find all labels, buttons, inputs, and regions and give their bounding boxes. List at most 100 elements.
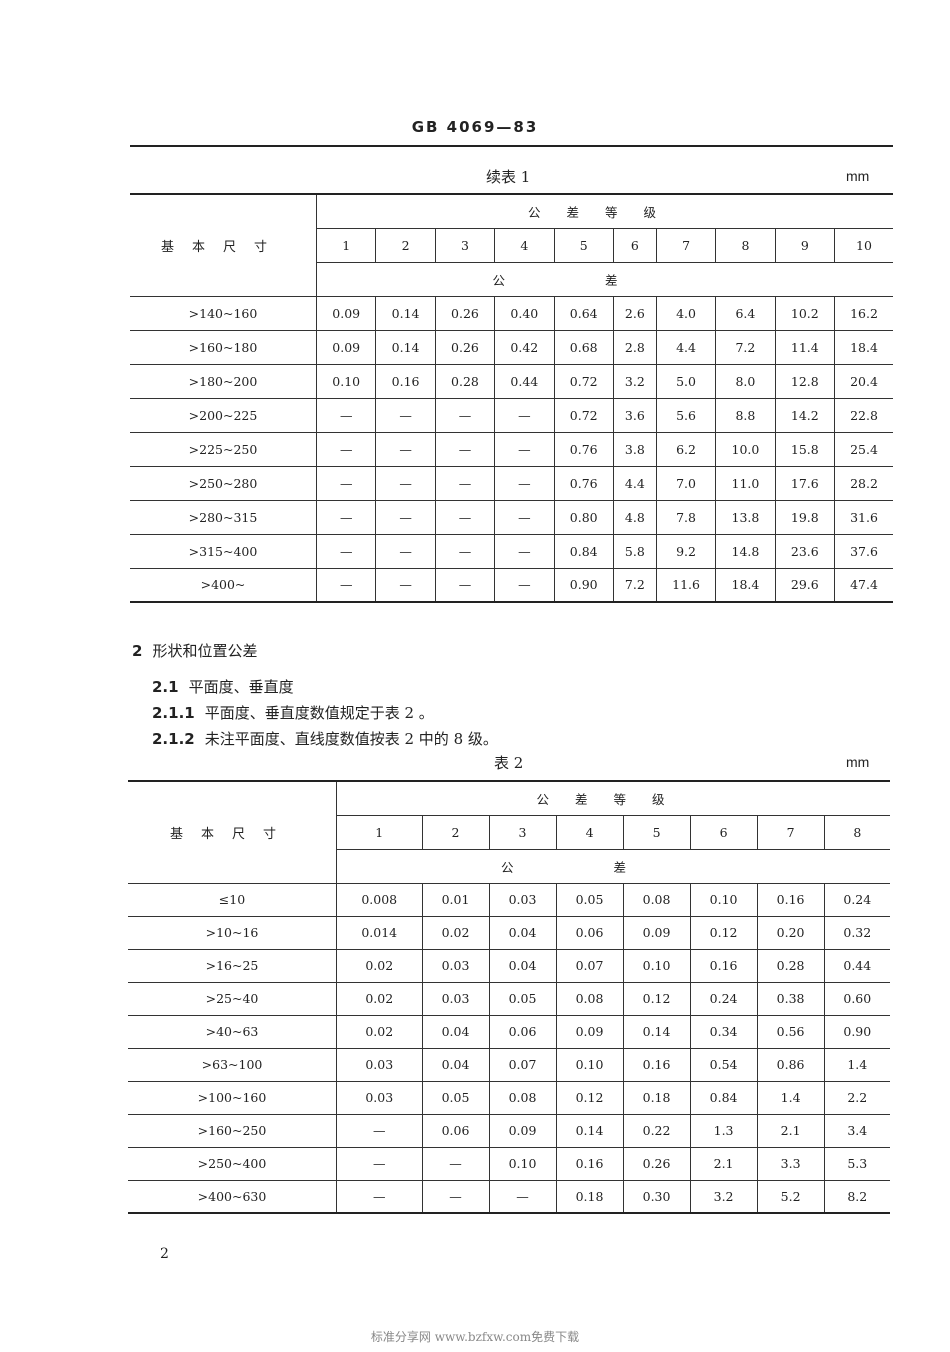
tolerance-value: 0.84 bbox=[689, 1080, 758, 1115]
tolerance-value: — bbox=[494, 533, 555, 569]
grade-number: 5 bbox=[622, 814, 691, 850]
tolerance-value: 3.8 bbox=[612, 431, 657, 467]
size-range-cell: >160~180 bbox=[130, 329, 317, 365]
tolerance-value: 3.2 bbox=[612, 363, 657, 399]
grade-number: 10 bbox=[834, 227, 893, 263]
tolerance-value: 0.24 bbox=[823, 882, 890, 917]
tolerance-value: 5.8 bbox=[612, 533, 657, 569]
tolerance-value: — bbox=[315, 533, 377, 569]
standard-header: GB 4069—83 bbox=[411, 118, 539, 136]
size-range-cell: >25~40 bbox=[128, 981, 337, 1016]
tolerance-value: 0.14 bbox=[375, 295, 436, 331]
table-row: >160~250—0.06 0.09 0.14 0.22 1.3 2.1 3.4 bbox=[128, 1113, 890, 1148]
tolerance-value: — bbox=[315, 499, 377, 535]
tolerance-value: 12.8 bbox=[774, 363, 836, 399]
tolerance-value: 0.26 bbox=[622, 1146, 691, 1181]
tolerance-value: 0.09 bbox=[622, 915, 691, 950]
tolerance-value: 2.6 bbox=[612, 295, 657, 331]
size-range-cell: >280~315 bbox=[130, 499, 317, 535]
tolerance-value: 0.76 bbox=[553, 431, 614, 467]
row-header-label: 基本尺寸 bbox=[160, 239, 285, 255]
tolerance-value: — bbox=[315, 431, 377, 467]
tolerance-value: 0.20 bbox=[756, 915, 825, 950]
tolerance-value: 0.04 bbox=[488, 948, 557, 983]
tolerance-value: — bbox=[421, 1179, 490, 1214]
tolerance-value: 2.1 bbox=[756, 1113, 825, 1148]
tolerance-value: 0.03 bbox=[421, 981, 490, 1016]
tolerance-value: 0.26 bbox=[434, 329, 496, 365]
section-text: 平面度、垂直度数值规定于表 2 。 bbox=[204, 704, 434, 722]
tolerance-value: 7.0 bbox=[655, 465, 717, 501]
tolerance-value: 0.64 bbox=[553, 295, 614, 331]
tolerance-value: 28.2 bbox=[834, 465, 893, 501]
tolerance-value: — bbox=[434, 465, 496, 501]
tolerance-value: 0.08 bbox=[488, 1080, 557, 1115]
tolerance-value: 5.6 bbox=[655, 397, 717, 433]
tolerance-value: 18.4 bbox=[715, 567, 776, 603]
tolerance-value: 0.04 bbox=[421, 1047, 490, 1082]
header-row-tolerance: 公差 bbox=[128, 848, 890, 884]
tolerance-value: 3.4 bbox=[823, 1113, 890, 1148]
size-range-cell: >10~16 bbox=[128, 915, 337, 950]
tolerance-value: 0.10 bbox=[555, 1047, 624, 1082]
tolerance-label: 公差 bbox=[500, 859, 726, 875]
tolerance-value: 0.86 bbox=[756, 1047, 825, 1082]
tolerance-value: 0.12 bbox=[622, 981, 691, 1016]
tolerance-value: — bbox=[494, 397, 555, 433]
table-row: >250~400— —0.10 0.16 0.26 2.1 3.3 5.3 bbox=[128, 1146, 890, 1181]
grade-number: 7 bbox=[655, 227, 717, 263]
tolerance-value: 0.02 bbox=[336, 1014, 423, 1049]
table-row: >250~280— — — —0.76 4.4 7.0 11.0 17.6 28.2 bbox=[130, 465, 893, 501]
tolerance-value: 29.6 bbox=[774, 567, 836, 603]
tolerance-value: 0.54 bbox=[689, 1047, 758, 1082]
grade-number: 3 bbox=[434, 227, 496, 263]
table-row: >315~400— — — —0.84 5.8 9.2 14.8 23.6 37.6 bbox=[130, 533, 893, 569]
table-row: >10~16 0.014 0.02 0.04 0.06 0.09 0.12 0.20 0.32 bbox=[128, 915, 890, 950]
tolerance-value: 0.26 bbox=[434, 295, 496, 331]
size-range-cell: >250~280 bbox=[130, 465, 317, 501]
tolerance-value: 4.4 bbox=[612, 465, 657, 501]
tolerance-value: 0.07 bbox=[555, 948, 624, 983]
grade-number: 9 bbox=[774, 227, 836, 263]
tolerance-value: 0.14 bbox=[375, 329, 436, 365]
tolerance-value: — bbox=[336, 1146, 423, 1181]
tolerance-value: 0.28 bbox=[434, 363, 496, 399]
tolerance-value: 0.09 bbox=[555, 1014, 624, 1049]
table-row: >16~25 0.02 0.03 0.04 0.07 0.10 0.16 0.28 0.44 bbox=[128, 948, 890, 983]
section-2-heading: 2 形状和位置公差 bbox=[132, 640, 257, 661]
tolerance-value: 7.2 bbox=[715, 329, 776, 365]
tolerance-value: 14.8 bbox=[715, 533, 776, 569]
size-range-cell: >100~160 bbox=[128, 1080, 337, 1115]
footer-watermark: 标准分享网 www.bzfxw.com免费下载 bbox=[370, 1330, 580, 1344]
section-number: 2 bbox=[132, 642, 143, 660]
tolerance-value: 11.4 bbox=[774, 329, 836, 365]
tolerance-value: 0.008 bbox=[336, 882, 423, 917]
table-row: >225~250— — — —0.76 3.8 6.2 10.0 15.8 25.4 bbox=[130, 431, 893, 467]
section-text: 平面度、垂直度 bbox=[188, 678, 294, 696]
size-range-cell: >400~630 bbox=[128, 1179, 337, 1214]
tolerance-value: 19.8 bbox=[774, 499, 836, 535]
table1-caption: 续表 1 bbox=[486, 168, 531, 186]
tolerance-value: 0.08 bbox=[555, 981, 624, 1016]
tolerance-value: 0.42 bbox=[494, 329, 555, 365]
tolerance-value: 13.8 bbox=[715, 499, 776, 535]
tolerance-value: 2.8 bbox=[612, 329, 657, 365]
tolerance-value: — bbox=[434, 499, 496, 535]
tolerance-value: — bbox=[494, 431, 555, 467]
grade-header: 公差等级 bbox=[316, 193, 893, 229]
grade-header: 公差等级 bbox=[336, 780, 890, 816]
tolerance-value: 0.16 bbox=[375, 363, 436, 399]
tolerance-value: — bbox=[434, 431, 496, 467]
tolerance-value: — bbox=[336, 1179, 423, 1214]
tolerance-value: 1.4 bbox=[823, 1047, 890, 1082]
table-row: >160~180 0.09 0.14 0.26 0.42 0.68 2.8 4.4 7.2 11.… bbox=[130, 329, 893, 365]
grade-number: 6 bbox=[689, 814, 758, 850]
tolerance-value: 16.2 bbox=[834, 295, 893, 331]
tolerance-value: 0.30 bbox=[622, 1179, 691, 1214]
tolerance-value: 0.22 bbox=[622, 1113, 691, 1148]
tolerance-value: 3.6 bbox=[612, 397, 657, 433]
tolerance-header: 公差 bbox=[316, 261, 893, 297]
tolerance-value: 1.4 bbox=[756, 1080, 825, 1115]
header-row-grade: 基本尺寸 公差等级 bbox=[128, 780, 890, 884]
grade-number: 8 bbox=[715, 227, 776, 263]
